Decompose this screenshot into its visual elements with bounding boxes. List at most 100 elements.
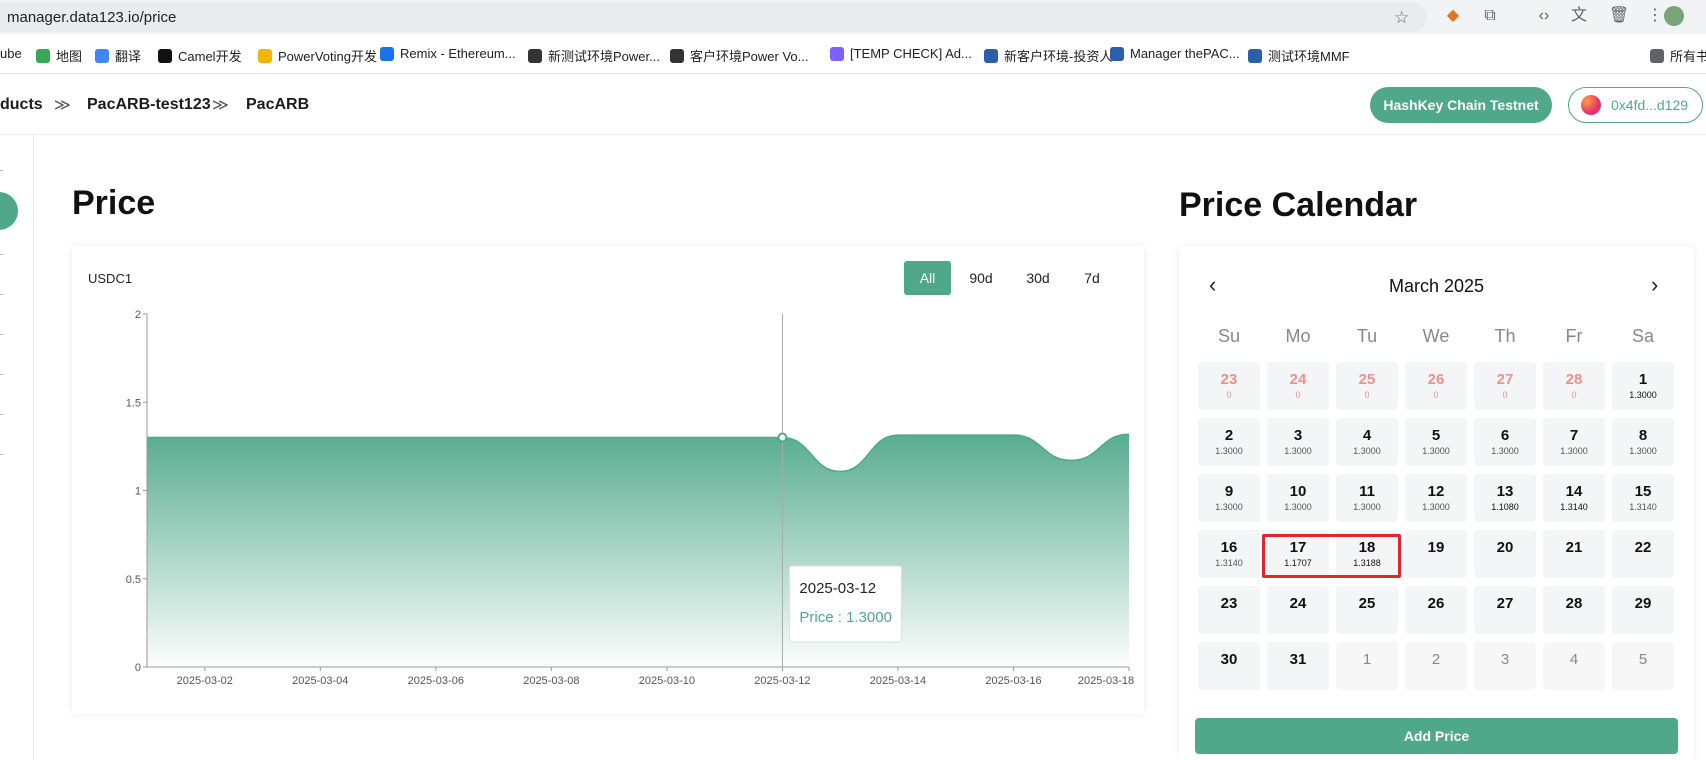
calendar-day-cell[interactable]: 8 1.3000	[1612, 418, 1674, 466]
calendar-day-cell[interactable]: 30	[1198, 642, 1260, 690]
calendar-day-cell[interactable]: 4 1.3000	[1336, 418, 1398, 466]
price-area-chart[interactable]: 0 0.5 1 1.5 2 2025-03-02 2025-03-04 2025-03-06 2…	[72, 246, 1144, 714]
sidebar-tick	[0, 334, 3, 335]
series-line	[146, 433, 1130, 473]
sidebar-active-indicator[interactable]	[0, 192, 18, 230]
add-price-button[interactable]: Add Price	[1195, 718, 1678, 754]
calendar-day-cell[interactable]: 7 1.3000	[1543, 418, 1605, 466]
y-tick-label: 0.5	[126, 574, 141, 586]
calendar-day-cell[interactable]: 23	[1198, 586, 1260, 634]
range-30d-button[interactable]: 30d	[1026, 270, 1050, 286]
bookmark-item[interactable]: 新客户环境-投资人	[984, 46, 1112, 65]
calendar-day-cell[interactable]: 9 1.3000	[1198, 474, 1260, 522]
bookmark-item[interactable]: ube	[0, 46, 22, 61]
sidebar-tick	[0, 414, 3, 415]
day-number: 18	[1358, 539, 1376, 556]
trash-icon[interactable]: 🗑	[1608, 7, 1630, 24]
day-price: 1.3000	[1284, 502, 1312, 512]
area-fill	[147, 434, 1129, 667]
calendar-day-cell[interactable]: 26 0	[1405, 362, 1467, 410]
calendar-day-cell[interactable]: 25 0	[1336, 362, 1398, 410]
calendar-day-cell[interactable]: 13 1.1080	[1474, 474, 1536, 522]
kebab-menu-icon[interactable]: ⋮	[1647, 7, 1663, 24]
calendar-day-cell[interactable]: 28 0	[1543, 362, 1605, 410]
browser-toolbar: manager.data123.io/price ☆ ◆ ⧉ ‹› 文 🗑 ⋮	[0, 0, 1706, 34]
bookmark-item[interactable]: 地图	[36, 46, 82, 65]
calendar-day-cell[interactable]: 21	[1543, 530, 1605, 578]
calendar-day-cell[interactable]: 23 0	[1198, 362, 1260, 410]
translate-page-icon[interactable]: 文	[1570, 7, 1587, 24]
calendar-day-cell[interactable]: 18 1.3188	[1336, 530, 1398, 578]
calendar-day-cell[interactable]: 31	[1267, 642, 1329, 690]
calendar-day-cell[interactable]: 1 1.3000	[1612, 362, 1674, 410]
bookmark-label: PowerVoting开发	[278, 49, 377, 64]
calendar-day-cell[interactable]: 17 1.1707	[1267, 530, 1329, 578]
bookmark-label: Manager thePAC...	[1130, 46, 1240, 61]
calendar-day-cell[interactable]: 14 1.3140	[1543, 474, 1605, 522]
calendar-day-cell[interactable]: 5	[1612, 642, 1674, 690]
range-90d-button[interactable]: 90d	[969, 270, 993, 286]
calendar-day-cell[interactable]: 19	[1405, 530, 1467, 578]
calendar-day-cell[interactable]: 28	[1543, 586, 1605, 634]
day-number: 4	[1362, 427, 1372, 444]
bookmark-star-icon[interactable]: ☆	[1394, 8, 1410, 27]
calendar-day-cell[interactable]: 10 1.3000	[1267, 474, 1329, 522]
day-number: 1	[1362, 651, 1372, 668]
breadcrumb-products[interactable]: ducts	[0, 96, 43, 113]
calendar-day-cell[interactable]: 26	[1405, 586, 1467, 634]
bookmark-item[interactable]: Manager thePAC...	[1110, 46, 1240, 61]
day-price: 1.3000	[1629, 446, 1657, 456]
bookmark-item[interactable]: 新测试环境Power...	[528, 46, 660, 65]
bookmark-item[interactable]: 客户环境Power Vo...	[670, 46, 808, 65]
calendar-day-cell[interactable]: 24	[1267, 586, 1329, 634]
bookmark-label: 测试环境MMF	[1268, 49, 1350, 64]
calendar-month-label: March 2025	[1388, 276, 1485, 296]
weekday-label: Mo	[1285, 326, 1311, 346]
range-all-button[interactable]: All	[904, 261, 951, 295]
devtools-icon[interactable]: ‹›	[1538, 7, 1550, 24]
network-button[interactable]: HashKey Chain Testnet	[1370, 87, 1552, 123]
calendar-day-cell[interactable]: 22	[1612, 530, 1674, 578]
breadcrumb-product[interactable]: PacARB-test123	[87, 96, 211, 113]
bookmark-item[interactable]: 所有书	[1650, 46, 1706, 65]
address-bar[interactable]: manager.data123.io/price ☆	[0, 2, 1427, 32]
calendar-day-cell[interactable]: 25	[1336, 586, 1398, 634]
day-price: 0	[1226, 390, 1232, 400]
profile-avatar-icon[interactable]	[1664, 6, 1684, 26]
calendar-day-cell[interactable]: 2	[1405, 642, 1467, 690]
next-month-icon[interactable]: ›	[1651, 272, 1659, 297]
prev-month-icon[interactable]: ‹	[1209, 272, 1217, 297]
url-text[interactable]: manager.data123.io/price	[7, 9, 177, 26]
calendar-day-cell[interactable]: 1	[1336, 642, 1398, 690]
calendar-day-cell[interactable]: 4	[1543, 642, 1605, 690]
metamask-icon[interactable]: ◆	[1446, 7, 1460, 24]
day-number: 6	[1500, 427, 1510, 444]
calendar-day-cell[interactable]: 27	[1474, 586, 1536, 634]
bookmark-item[interactable]: Remix - Ethereum...	[380, 46, 516, 61]
bookmark-item[interactable]: PowerVoting开发	[258, 46, 377, 65]
calendar-day-cell[interactable]: 16 1.3140	[1198, 530, 1260, 578]
calendar-day-cell[interactable]: 11 1.3000	[1336, 474, 1398, 522]
y-tick-label: 1	[135, 486, 141, 498]
calendar-day-cell[interactable]: 15 1.3140	[1612, 474, 1674, 522]
calendar-day-cell[interactable]: 24 0	[1267, 362, 1329, 410]
calendar-day-cell[interactable]: 27 0	[1474, 362, 1536, 410]
day-price: 1.3000	[1215, 446, 1243, 456]
range-7d-button[interactable]: 7d	[1084, 270, 1100, 286]
wallet-button[interactable]: 0x4fd...d129	[1568, 87, 1703, 123]
calendar-day-cell[interactable]: 2 1.3000	[1198, 418, 1260, 466]
extensions-icon[interactable]: ⧉	[1484, 7, 1496, 24]
calendar-day-cell[interactable]: 5 1.3000	[1405, 418, 1467, 466]
calendar-day-cell[interactable]: 12 1.3000	[1405, 474, 1467, 522]
calendar-day-cell[interactable]: 20	[1474, 530, 1536, 578]
bookmark-label: Camel开发	[178, 49, 242, 64]
bookmark-item[interactable]: Camel开发	[158, 46, 242, 65]
bookmark-item[interactable]: 测试环境MMF	[1248, 46, 1350, 65]
calendar-day-cell[interactable]: 3	[1474, 642, 1536, 690]
day-number: 31	[1289, 651, 1307, 668]
bookmark-item[interactable]: [TEMP CHECK] Ad...	[830, 46, 972, 61]
calendar-day-cell[interactable]: 3 1.3000	[1267, 418, 1329, 466]
calendar-day-cell[interactable]: 6 1.3000	[1474, 418, 1536, 466]
bookmark-item[interactable]: 翻译	[95, 46, 141, 65]
calendar-day-cell[interactable]: 29	[1612, 586, 1674, 634]
